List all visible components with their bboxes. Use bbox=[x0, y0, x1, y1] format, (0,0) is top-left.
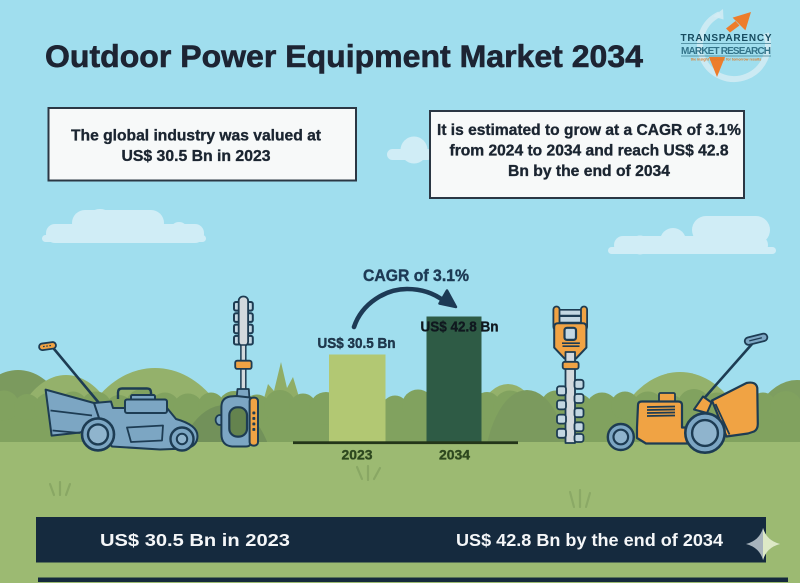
svg-text:the insight resource for tomor: the insight resource for tomorrow result… bbox=[691, 58, 762, 62]
svg-text:2023: 2023 bbox=[342, 448, 373, 463]
svg-text:from 2024 to 2034 and reach US: from 2024 to 2034 and reach US$ 42.8 bbox=[450, 143, 729, 160]
svg-text:2034: 2034 bbox=[439, 448, 470, 463]
svg-text:Bn by the end of 2034: Bn by the end of 2034 bbox=[508, 163, 670, 180]
svg-text:The global industry was valued: The global industry was valued at bbox=[71, 127, 322, 144]
svg-text:CAGR of 3.1%: CAGR of 3.1% bbox=[363, 266, 469, 285]
svg-text:US$ 42.8 Bn by the end of 2034: US$ 42.8 Bn by the end of 2034 bbox=[456, 530, 723, 550]
svg-text:TRANSPARENCY: TRANSPARENCY bbox=[681, 33, 772, 44]
svg-text:US$ 30.5 Bn in 2023: US$ 30.5 Bn in 2023 bbox=[122, 148, 271, 165]
svg-text:MARKET RESEARCH: MARKET RESEARCH bbox=[681, 46, 771, 57]
svg-text:It is estimated to grow at a C: It is estimated to grow at a CAGR of 3.1… bbox=[437, 122, 741, 139]
svg-text:US$ 30.5 Bn in 2023: US$ 30.5 Bn in 2023 bbox=[100, 530, 290, 550]
svg-text:Outdoor Power Equipment Market: Outdoor Power Equipment Market 2034 bbox=[45, 38, 643, 74]
svg-text:US$ 42.8 Bn: US$ 42.8 Bn bbox=[421, 320, 499, 336]
svg-text:US$ 30.5 Bn: US$ 30.5 Bn bbox=[318, 336, 396, 352]
